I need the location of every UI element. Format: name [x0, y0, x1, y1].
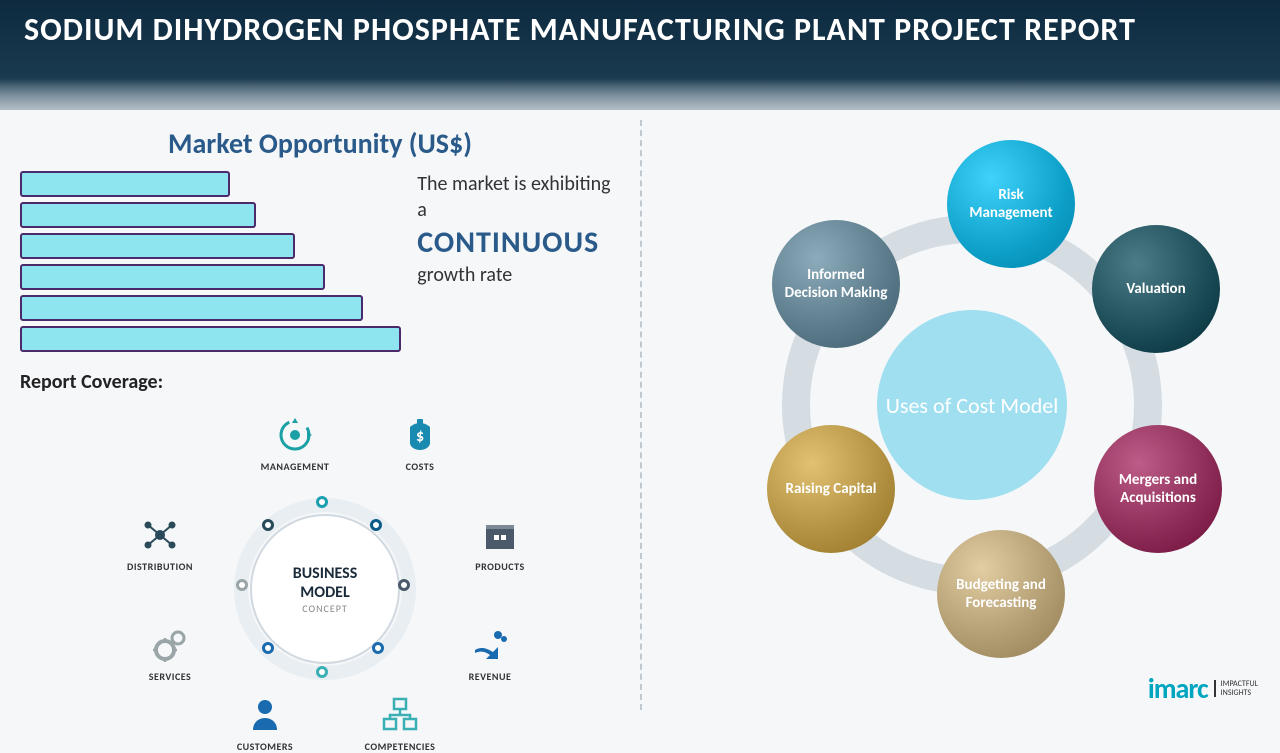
- products-icon: [479, 514, 521, 556]
- market-opportunity-title: Market Opportunity (US$): [20, 126, 620, 161]
- ring-dot: [262, 642, 274, 654]
- brand-logo: imarc IMPACTFUL INSIGHTS: [1148, 671, 1258, 706]
- growth-bar: [20, 326, 401, 352]
- bm-label: PRODUCTS: [475, 560, 524, 573]
- growth-bars: [20, 171, 401, 352]
- bm-label: CUSTOMERS: [237, 740, 293, 753]
- cost-node-informed-decision-making: Informed Decision Making: [772, 220, 900, 348]
- bm-item-management: MANAGEMENT: [245, 414, 345, 473]
- bm-label: REVENUE: [469, 670, 512, 683]
- bm-item-distribution: DISTRIBUTION: [110, 514, 210, 573]
- growth-emphasis: CONTINUOUS: [417, 223, 620, 262]
- header-banner: SODIUM DIHYDROGEN PHOSPHATE MANUFACTURIN…: [0, 0, 1280, 110]
- business-model-diagram: BUSINESS MODEL CONCEPT MANAGEMENT$COSTSP…: [20, 384, 620, 744]
- customers-icon: [244, 694, 286, 736]
- bm-item-competencies: COMPETENCIES: [350, 694, 450, 753]
- cost-node-budgeting-and-forecasting: Budgeting and Forecasting: [937, 530, 1065, 658]
- growth-line2: growth rate: [417, 262, 620, 288]
- growth-bar: [20, 202, 256, 228]
- cost-node-raising-capital: Raising Capital: [767, 425, 895, 553]
- services-icon: [149, 624, 191, 666]
- ring-dot: [398, 579, 410, 591]
- ring-dot: [316, 496, 328, 508]
- page-title: SODIUM DIHYDROGEN PHOSPHATE MANUFACTURIN…: [24, 12, 1256, 49]
- cost-model-diagram: Uses of Cost Model Risk ManagementValuati…: [662, 120, 1262, 690]
- market-row: The market is exhibiting a CONTINUOUS gr…: [20, 171, 620, 352]
- revenue-icon: [469, 624, 511, 666]
- distribution-icon: [139, 514, 181, 556]
- competencies-icon: [379, 694, 421, 736]
- cost-node-valuation: Valuation: [1092, 225, 1220, 353]
- costs-icon: $: [399, 414, 441, 456]
- cost-center: Uses of Cost Model: [877, 310, 1067, 500]
- bm-item-services: SERVICES: [120, 624, 220, 683]
- ring-dot: [236, 579, 248, 591]
- growth-bar: [20, 233, 295, 259]
- logo-tagline: IMPACTFUL INSIGHTS: [1214, 680, 1258, 698]
- cost-node-mergers-and-acquisitions: Mergers and Acquisitions: [1094, 425, 1222, 553]
- growth-bar: [20, 264, 325, 290]
- bm-item-customers: CUSTOMERS: [215, 694, 315, 753]
- ring-dot: [316, 666, 328, 678]
- ring-dot: [372, 642, 384, 654]
- growth-caption: The market is exhibiting a CONTINUOUS gr…: [417, 171, 620, 352]
- growth-line1: The market is exhibiting a: [417, 171, 620, 223]
- bm-item-revenue: REVENUE: [440, 624, 540, 683]
- logo-brand: imarc: [1148, 671, 1208, 706]
- svg-text:$: $: [416, 427, 424, 446]
- ring-dot: [370, 519, 382, 531]
- growth-bar: [20, 171, 230, 197]
- management-icon: [274, 414, 316, 456]
- content-area: Market Opportunity (US$) The market is e…: [0, 110, 1280, 720]
- cost-node-risk-management: Risk Management: [947, 140, 1075, 268]
- right-panel: Uses of Cost Model Risk ManagementValuati…: [642, 110, 1280, 720]
- bm-label: MANAGEMENT: [261, 460, 330, 473]
- ring-dot: [262, 519, 274, 531]
- bm-item-costs: $ COSTS: [370, 414, 470, 473]
- bm-label: DISTRIBUTION: [127, 560, 193, 573]
- bm-label: COSTS: [406, 460, 435, 473]
- left-panel: Market Opportunity (US$) The market is e…: [0, 110, 640, 720]
- bm-label: COMPETENCIES: [365, 740, 436, 753]
- growth-bar: [20, 295, 363, 321]
- bm-item-products: PRODUCTS: [450, 514, 550, 573]
- bm-label: SERVICES: [149, 670, 192, 683]
- logo-tag-2: INSIGHTS: [1221, 689, 1258, 698]
